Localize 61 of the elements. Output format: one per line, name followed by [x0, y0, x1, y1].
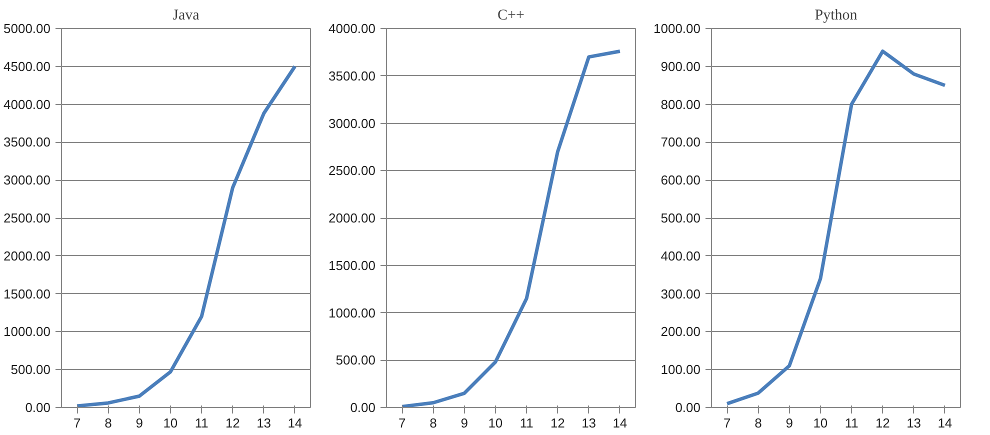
line-series	[400, 49, 622, 408]
chart-title: Java	[172, 8, 200, 24]
y-tick-label: 2500.00	[4, 210, 51, 226]
y-tick-label: 800.00	[660, 96, 701, 112]
y-tick-label: 3000.00	[4, 172, 51, 188]
y-tick-label: 3500.00	[4, 134, 51, 150]
x-tick-label: 8	[754, 416, 762, 430]
y-tick-label: 300.00	[660, 286, 701, 302]
x-tick-label: 9	[786, 416, 793, 430]
y-tick-label: 500.00	[336, 352, 376, 368]
y-tick-label: 1500.00	[328, 258, 376, 273]
y-tick-label: 200.00	[660, 324, 701, 340]
y-tick-label: 2000.00	[4, 248, 51, 264]
line-series	[75, 64, 297, 408]
y-tick-label: 2500.00	[328, 163, 376, 178]
line-series	[725, 49, 947, 406]
x-tick-label: 14	[288, 416, 302, 430]
y-tick-label: 1500.00	[4, 286, 51, 302]
y-tick-label: 4000.00	[4, 96, 51, 112]
x-tick-label: 12	[225, 416, 240, 430]
x-tick-label: 14	[612, 416, 628, 430]
y-tick-label: 500.00	[10, 362, 51, 378]
y-tick-label: 4000.00	[328, 21, 376, 36]
x-tick-label: 13	[256, 416, 272, 430]
y-tick-label: 0.00	[675, 400, 701, 415]
x-tick-label: 10	[163, 416, 178, 430]
x-tick-label: 10	[813, 416, 828, 430]
y-tick-label: 0.00	[350, 400, 376, 415]
y-tick-label: 400.00	[660, 248, 701, 264]
x-tick-label: 7	[723, 416, 731, 430]
x-tick-label: 10	[488, 416, 503, 430]
y-tick-label: 2000.00	[328, 210, 376, 226]
y-tick-label: 0.00	[25, 400, 51, 415]
x-tick-label: 9	[136, 416, 143, 430]
x-tick-label: 11	[844, 416, 858, 430]
x-tick-label: 12	[550, 416, 565, 430]
x-tick-label: 12	[875, 416, 890, 430]
y-tick-label: 100.00	[660, 362, 701, 378]
x-tick-label: 11	[194, 416, 208, 430]
x-tick-label: 7	[73, 416, 81, 430]
y-tick-label: 1000.00	[654, 21, 701, 36]
y-tick-label: 1000.00	[4, 324, 51, 340]
x-tick-label: 13	[582, 416, 596, 430]
x-tick-label: 7	[398, 416, 406, 430]
chart-title: Python	[814, 8, 858, 24]
y-tick-label: 500.00	[660, 210, 701, 226]
x-tick-label: 8	[104, 416, 112, 430]
x-tick-label: 9	[460, 416, 468, 430]
x-tick-label: 14	[938, 416, 952, 430]
chart-title: C++	[498, 8, 524, 24]
y-tick-label: 3500.00	[328, 68, 376, 84]
y-tick-label: 5000.00	[4, 21, 51, 36]
y-tick-label: 4500.00	[4, 58, 51, 74]
y-tick-label: 1000.00	[328, 305, 376, 320]
x-tick-label: 8	[430, 416, 437, 430]
y-tick-label: 700.00	[660, 134, 701, 150]
x-tick-label: 11	[520, 416, 534, 430]
y-tick-label: 3000.00	[328, 116, 376, 131]
x-tick-label: 13	[906, 416, 922, 430]
y-tick-label: 600.00	[660, 172, 701, 188]
y-tick-label: 900.00	[660, 58, 701, 74]
